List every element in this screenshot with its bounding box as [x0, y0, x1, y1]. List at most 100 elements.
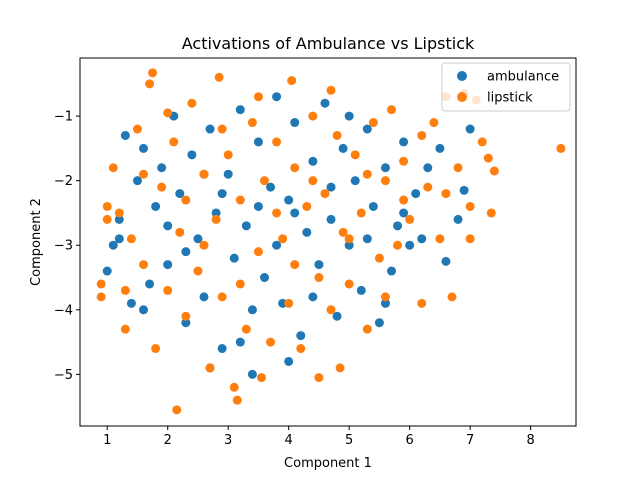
ambulance-point [132, 176, 142, 186]
lipstick-point [151, 344, 161, 354]
lipstick-point [465, 201, 475, 211]
legend-box [441, 62, 571, 112]
lipstick-point [477, 137, 487, 147]
ambulance-point [308, 292, 318, 302]
lipstick-point [387, 105, 397, 115]
legend-label-lipstick: lipstick [487, 91, 533, 106]
lipstick-point [132, 124, 142, 134]
ambulance-point [405, 240, 415, 250]
lipstick-point [338, 227, 348, 237]
ambulance-point [284, 195, 294, 205]
ambulance-point [356, 285, 366, 295]
chart-title: Activations of Ambulance vs Lipstick [182, 34, 475, 53]
ambulance-point [108, 240, 118, 250]
lipstick-point [290, 163, 300, 173]
lipstick-point [193, 266, 203, 276]
lipstick-point [172, 405, 182, 415]
lipstick-point [405, 214, 415, 224]
lipstick-point [187, 98, 197, 108]
lipstick-point [368, 118, 378, 128]
ambulance-point [120, 130, 130, 140]
ambulance-point [157, 163, 167, 173]
x-axis-label: Component 1 [284, 456, 372, 471]
lipstick-point [96, 279, 106, 289]
ambulance-point [211, 208, 221, 218]
lipstick-point [284, 298, 294, 308]
y-axis: −1 −2 −3 −4 −5 [54, 110, 80, 383]
ambulance-point [181, 318, 191, 328]
lipstick-point [108, 163, 118, 173]
lipstick-point [344, 234, 354, 244]
ambulance-point [380, 163, 390, 173]
lipstick-point [447, 292, 457, 302]
lipstick-point [326, 305, 336, 315]
lipstick-point [256, 373, 266, 383]
lipstick-point [380, 292, 390, 302]
lipstick-point [332, 130, 342, 140]
lipstick-point [326, 85, 336, 95]
ambulance-point [380, 298, 390, 308]
x-tick-label: 6 [406, 433, 414, 448]
lipstick-point [417, 298, 427, 308]
ambulance-point [181, 247, 191, 257]
ambulance-point [272, 92, 282, 102]
lipstick-point [199, 169, 209, 179]
lipstick-point [235, 195, 245, 205]
ambulance-point [247, 305, 257, 315]
x-axis: 1 2 3 4 5 6 7 8 [103, 426, 535, 448]
lipstick-point [148, 68, 158, 78]
lipstick-point [290, 260, 300, 270]
ambulance-point [362, 124, 372, 134]
x-tick-label: 1 [103, 433, 111, 448]
ambulance-point [314, 260, 324, 270]
series-ambulance [102, 92, 475, 379]
ambulance-point [145, 279, 155, 289]
lipstick-point [181, 195, 191, 205]
ambulance-point [229, 253, 239, 263]
lipstick-point [96, 292, 106, 302]
ambulance-point [441, 256, 451, 266]
lipstick-point [435, 234, 445, 244]
ambulance-point [387, 266, 397, 276]
y-tick-label: −5 [54, 368, 73, 383]
ambulance-point [296, 331, 306, 341]
ambulance-point [302, 227, 312, 237]
lipstick-point [145, 79, 155, 89]
lipstick-point [556, 143, 566, 153]
ambulance-point [399, 137, 409, 147]
lipstick-point [266, 337, 276, 347]
lipstick-point [157, 182, 167, 192]
lipstick-point [223, 150, 233, 160]
ambulance-point [350, 176, 360, 186]
lipstick-point [259, 176, 269, 186]
ambulance-point [344, 111, 354, 121]
ambulance-point [332, 311, 342, 321]
ambulance-point [320, 98, 330, 108]
ambulance-point [368, 201, 378, 211]
ambulance-point [326, 182, 336, 192]
ambulance-point [193, 234, 203, 244]
lipstick-point [139, 169, 149, 179]
ambulance-point [399, 208, 409, 218]
y-tick-label: −4 [54, 303, 73, 318]
lipstick-point [211, 214, 221, 224]
ambulance-point [284, 356, 294, 366]
ambulance-point [187, 150, 197, 160]
lipstick-point [232, 395, 242, 405]
legend-label-ambulance: ambulance [487, 70, 559, 85]
x-tick-label: 4 [285, 433, 293, 448]
ambulance-point [374, 318, 384, 328]
lipstick-point [175, 227, 185, 237]
lipstick-point [308, 176, 318, 186]
lipstick-point [362, 324, 372, 334]
ambulance-point [217, 344, 227, 354]
ambulance-point [362, 234, 372, 244]
lipstick-point [393, 240, 403, 250]
x-tick-label: 3 [224, 433, 232, 448]
lipstick-point [362, 169, 372, 179]
lipstick-point [120, 324, 130, 334]
x-tick-label: 2 [164, 433, 172, 448]
ambulance-point [465, 124, 475, 134]
lipstick-point [441, 189, 451, 199]
